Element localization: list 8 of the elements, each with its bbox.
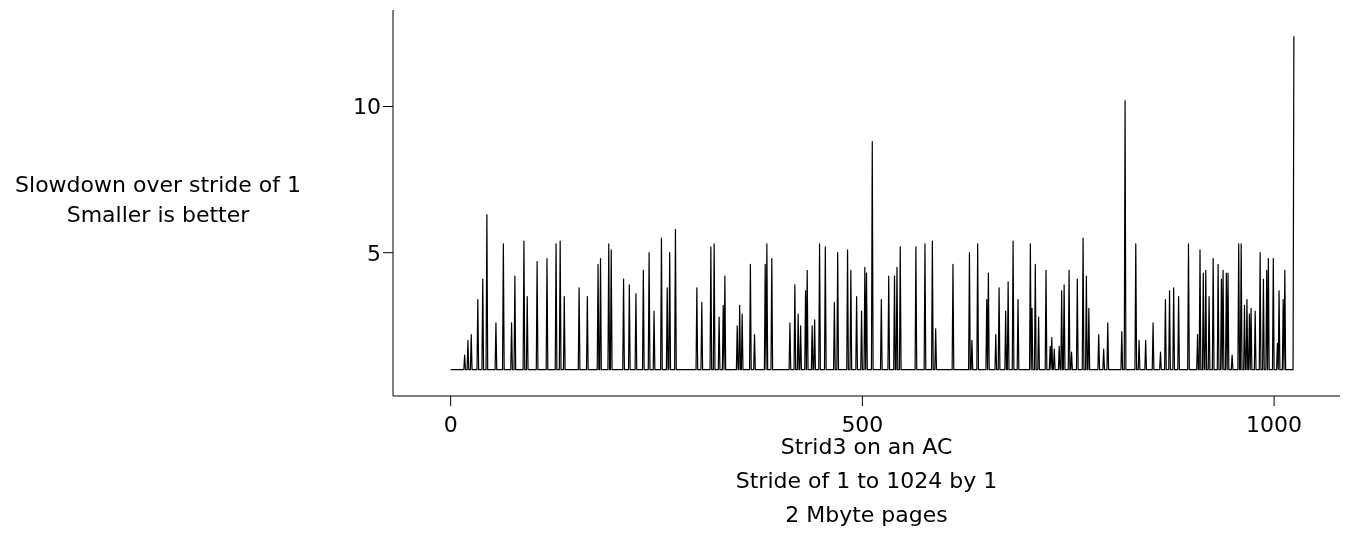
x-tick-label: 0 [443, 411, 458, 437]
x-tick-label: 1000 [1246, 411, 1303, 437]
x-axis-title: Strid3 on an AC Stride of 1 to 1024 by 1 2 Mbyte pages [735, 434, 998, 527]
y-tick-label: 10 [353, 94, 381, 120]
line-series [450, 35, 1295, 371]
y-tick-label: 5 [367, 240, 381, 266]
x-tick-label: 500 [841, 411, 884, 437]
y-axis-title: Slowdown over stride of 1 Smaller is better [15, 172, 301, 227]
